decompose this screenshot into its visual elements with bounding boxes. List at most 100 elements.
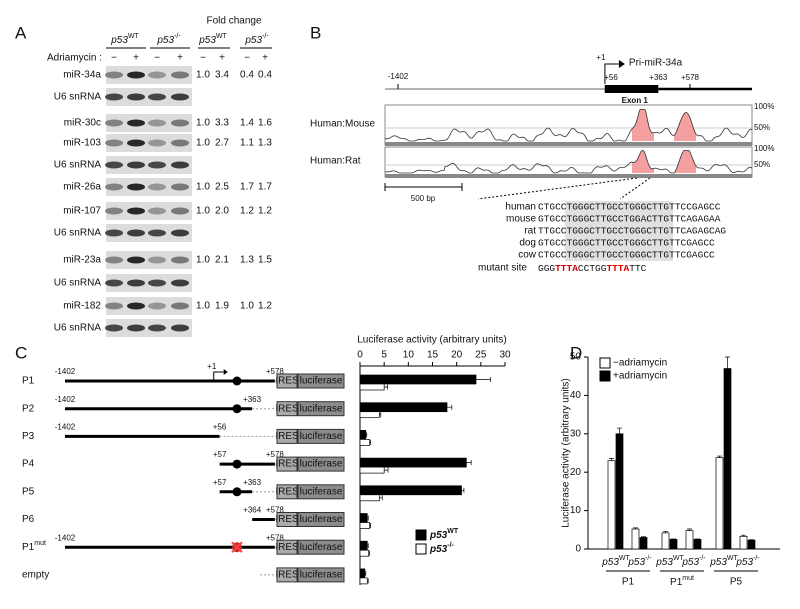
x-tick-label: p53-/- — [627, 555, 652, 568]
sequence: CTGCCTGGGCTTGCCTGGGCTTGTTCGAGCC — [538, 250, 715, 261]
x-tick-label-main: p53 — [735, 557, 753, 568]
blot — [106, 297, 192, 315]
bar — [359, 411, 380, 419]
construct-label: empty — [22, 570, 49, 581]
fold-value: 1.6 — [258, 118, 272, 129]
group-label-sup: mut — [682, 575, 694, 582]
error-bar — [369, 439, 371, 445]
bar — [615, 433, 624, 550]
bar — [607, 460, 616, 550]
tss-arrow — [604, 63, 619, 84]
luciferase-label: luciferase — [300, 486, 343, 497]
fold-value: 1.2 — [258, 206, 272, 217]
bar — [359, 439, 371, 446]
blot-band — [171, 93, 189, 101]
fold-value: 1.0 — [196, 118, 210, 129]
x-tick-label: 0 — [357, 350, 363, 361]
treatment-sign: + — [262, 53, 268, 64]
x-tick-label-sup: WT — [673, 555, 685, 562]
blot-band — [148, 183, 166, 191]
blot-band — [105, 93, 123, 101]
sample-header-sup: -/- — [174, 33, 181, 40]
fold-header-main: p53 — [198, 35, 216, 46]
y-tick-label: 30 — [570, 428, 582, 439]
luciferase-box — [297, 484, 345, 500]
bar — [631, 528, 640, 550]
fold-value: 1.4 — [240, 118, 254, 129]
sample-header-sup: WT — [128, 33, 140, 40]
fold-value: 3.3 — [215, 118, 229, 129]
x-tick-label: 10 — [403, 350, 415, 361]
blot-band — [127, 119, 145, 127]
x-axis-label: Luciferase activity (arbitrary units) — [357, 335, 507, 346]
luciferase-label: luciferase — [300, 376, 343, 387]
blot-label: miR-23a — [63, 255, 101, 266]
error-bar — [461, 487, 465, 493]
conserved-box — [565, 201, 673, 261]
fold-value: 0.4 — [258, 70, 272, 81]
panel-label: B — [310, 23, 321, 42]
error-bar — [633, 527, 638, 530]
x-tick-label: 5 — [381, 350, 387, 361]
fold-value: 1.3 — [240, 255, 254, 266]
blot-band — [171, 139, 189, 147]
error-bar — [367, 515, 369, 521]
luciferase-label: luciferase — [300, 514, 343, 525]
blot-band — [105, 183, 123, 191]
fold-value: 1.0 — [196, 255, 210, 266]
panel-label: C — [15, 343, 27, 362]
blot-label: miR-34a — [63, 70, 101, 81]
blot — [106, 134, 192, 152]
bar — [359, 430, 367, 440]
p53-site — [232, 404, 242, 414]
error-bar — [447, 404, 453, 410]
legend-swatch — [415, 543, 427, 555]
legend-label: −adriamycin — [613, 358, 667, 369]
luciferase-box — [297, 512, 345, 527]
x-tick-label: p53-/- — [681, 555, 706, 568]
bar — [359, 466, 385, 474]
fold-header-sup: -/- — [262, 33, 269, 40]
blot-band — [148, 302, 166, 310]
construct-label-main: P1 — [22, 542, 35, 553]
fold-header: p53-/- — [244, 33, 269, 46]
track-label: Human:Rat — [310, 156, 361, 167]
y-tick-label: 10 — [570, 505, 582, 516]
error-bar — [641, 536, 646, 538]
ires-label: IRES — [275, 514, 299, 525]
zoom-line — [619, 177, 651, 200]
fold-value: 1.7 — [240, 182, 254, 193]
transcript-label: Pri-miR-34a — [629, 58, 683, 69]
exon-label: Exon 1 — [622, 96, 649, 105]
coordinate: +57 — [213, 478, 227, 487]
coordinate: +363 — [649, 73, 668, 82]
coordinate: +56 — [604, 73, 618, 82]
p53-site — [232, 376, 242, 386]
x-tick-label: p53WT — [601, 555, 630, 568]
tss-arrow — [213, 371, 224, 381]
coordinate: -1402 — [55, 533, 76, 542]
fold-value: 1.0 — [196, 138, 210, 149]
species: human — [505, 202, 536, 213]
conservation-curve — [384, 150, 753, 174]
luciferase-box — [297, 428, 345, 444]
legend-label: p53WT — [429, 528, 459, 541]
ires-label: IRES — [275, 431, 299, 442]
blot-band — [127, 139, 145, 147]
conserved-region — [674, 150, 696, 173]
ires-label: IRES — [275, 542, 299, 553]
coordinate: +578 — [266, 506, 285, 515]
fold-value: 1.0 — [196, 206, 210, 217]
ires-box — [276, 484, 298, 500]
x-tick-label-sup: -/- — [645, 555, 652, 562]
coordinate: +1 — [207, 362, 217, 371]
track-percent: 50% — [754, 123, 770, 132]
p53-site — [232, 459, 242, 469]
error-bar — [609, 458, 614, 461]
coordinate: -1402 — [388, 72, 409, 81]
luciferase-box — [297, 567, 345, 583]
track-frame — [384, 146, 753, 178]
sequence: GTGCCTGGGCTTGCCTGGGCTTGTTCGAGCC — [538, 238, 715, 249]
blot-band — [171, 161, 189, 169]
bar — [359, 540, 368, 551]
